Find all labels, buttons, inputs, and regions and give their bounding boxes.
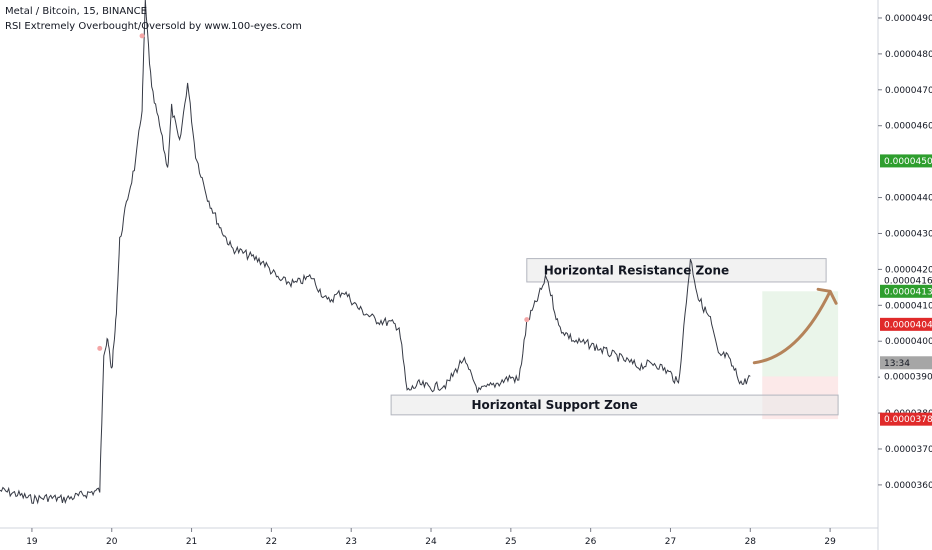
support-zone-label: Horizontal Support Zone	[471, 398, 637, 412]
time-tick-label-3: 22	[266, 537, 277, 547]
price-tag-label-6: 0.00003783	[884, 415, 932, 425]
projection-arrowhead	[816, 287, 838, 305]
time-tick-label-5: 24	[425, 537, 437, 547]
time-tick-label-2: 21	[186, 537, 197, 547]
price-tag-label-2: 0.00004139	[884, 287, 932, 297]
resistance-zone	[526, 258, 827, 283]
price-tag-bg-5	[880, 369, 932, 383]
time-tick-label-8: 27	[665, 537, 676, 547]
price-tag-label-3: 0.00004047	[884, 320, 932, 330]
time-tick-label-9: 28	[745, 537, 757, 547]
price-tag-bg-2	[880, 284, 932, 298]
price-tag-bg-0	[880, 154, 932, 168]
rsi-marker-0	[97, 345, 103, 351]
time-tick-label-10: 29	[824, 537, 836, 547]
chart-title: Metal / Bitcoin, 15, BINANCE	[5, 6, 147, 17]
price-tag-label-0: 0.00004502	[884, 157, 932, 167]
price-tag-bg-4	[880, 356, 932, 370]
indicator-label: RSI Extremely Overbought/Oversold by www…	[5, 21, 302, 32]
price-tag-bg-1	[880, 274, 932, 288]
support-zone	[390, 394, 839, 416]
projection-arrow	[752, 289, 832, 365]
time-tick-label-7: 26	[585, 537, 597, 547]
price-tag-label-5: 0.00003902	[884, 372, 932, 382]
resistance-zone-label: Horizontal Resistance Zone	[544, 263, 729, 277]
rsi-marker-1	[139, 33, 145, 39]
price-series-line	[0, 0, 751, 505]
price-tag-label-4: 13:34	[884, 359, 910, 369]
price-tag-label-1: 0.00004169	[884, 277, 932, 287]
profit-zone	[762, 291, 839, 377]
time-tick-label-4: 23	[345, 537, 356, 547]
time-tick-label-6: 25	[505, 537, 516, 547]
time-tick-label-1: 20	[106, 537, 118, 547]
price-tag-bg-6	[880, 412, 932, 426]
rsi-marker-2	[524, 317, 530, 323]
price-tag-bg-3	[880, 317, 932, 331]
time-tick-label-0: 19	[26, 537, 38, 547]
